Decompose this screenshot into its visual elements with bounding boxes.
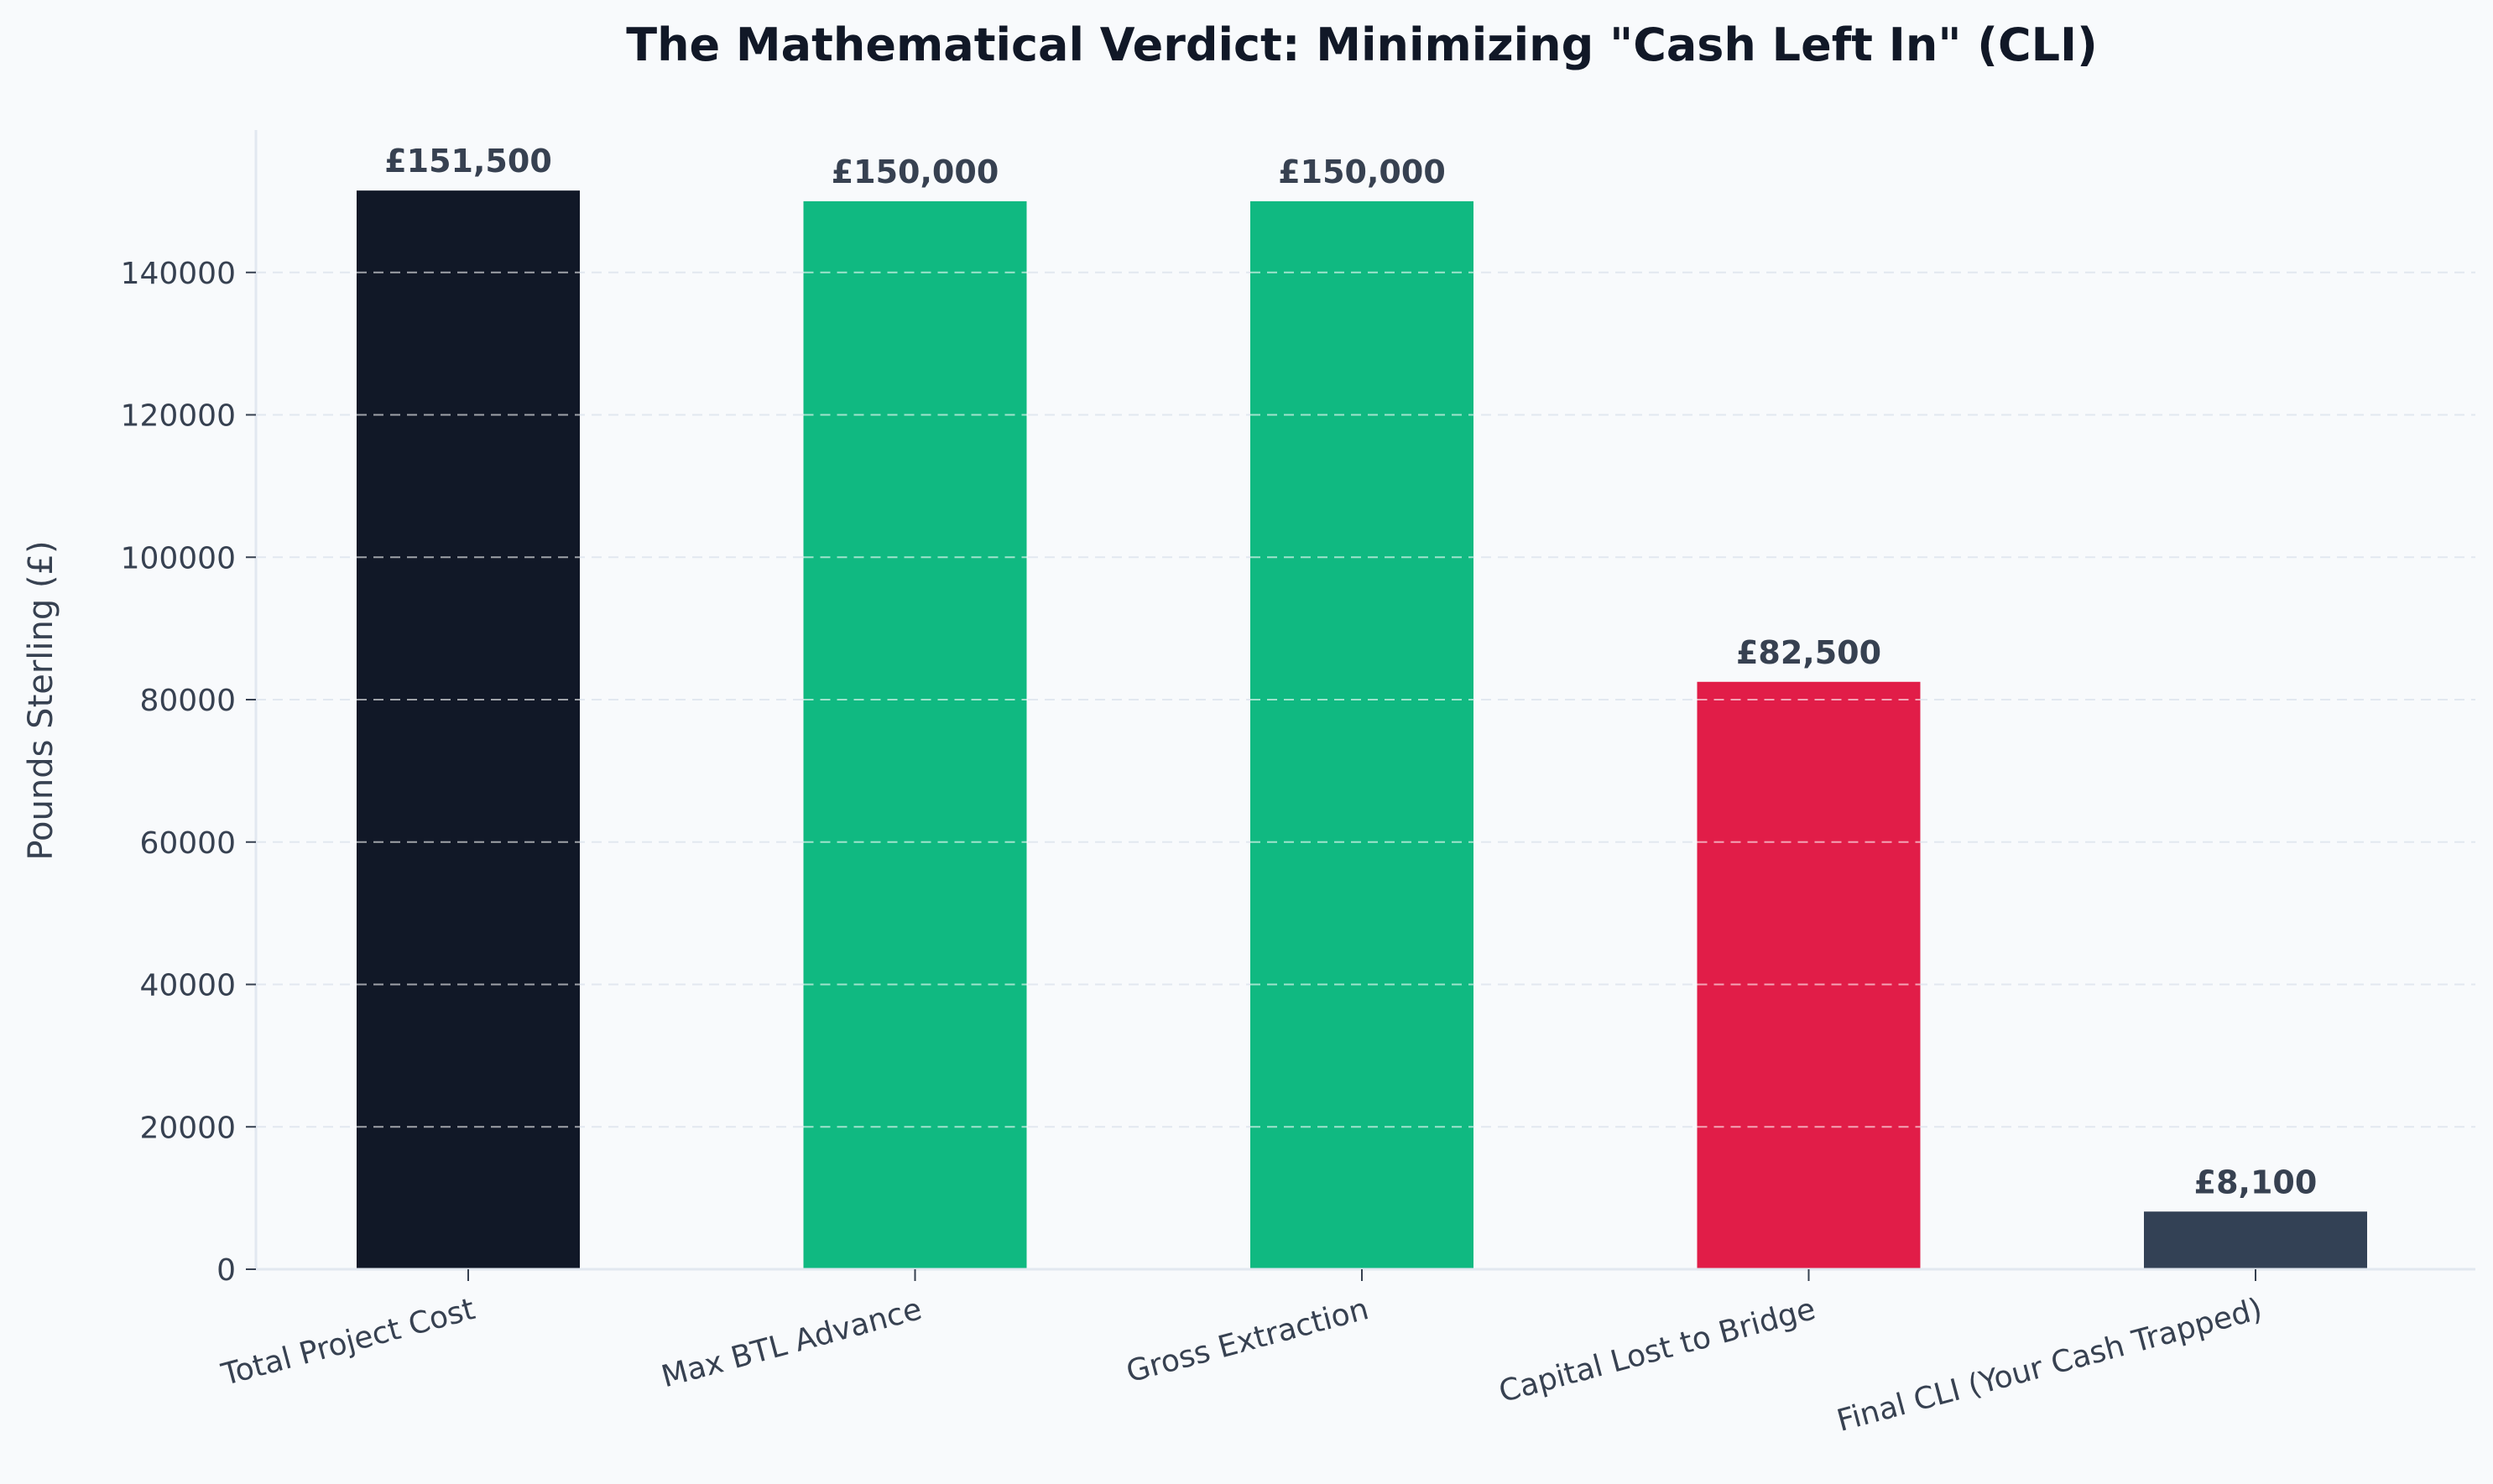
- y-tick-label: 20000: [139, 1111, 236, 1145]
- x-axis-ticks: Total Project Cost Max BTL Advance Gross E…: [217, 1269, 2266, 1439]
- x-tick-label: Max BTL Advance: [658, 1292, 926, 1394]
- y-tick-label: 40000: [139, 969, 236, 1003]
- bar: [1250, 200, 1473, 1269]
- y-tick-label: 60000: [139, 826, 236, 861]
- x-tick-label: Total Project Cost: [217, 1292, 478, 1393]
- x-tick-label: Gross Extraction: [1123, 1292, 1372, 1389]
- bar-value-label: £151,500: [384, 143, 552, 180]
- y-axis-label: Pounds Sterling (£): [22, 540, 60, 860]
- bar-value-label: £150,000: [832, 154, 999, 190]
- y-tick-label: 120000: [121, 399, 236, 434]
- bar: [2144, 1211, 2367, 1269]
- bar: [1697, 681, 1921, 1269]
- bar: [803, 200, 1027, 1269]
- y-tick-label: 100000: [121, 541, 236, 575]
- bar: [357, 190, 580, 1269]
- y-axis-ticks: 0 20000 40000 60000 80000 100000 120000 140000: [121, 257, 256, 1288]
- x-tick-label: Capital Lost to Bridge: [1495, 1292, 1819, 1409]
- y-tick-label: 0: [216, 1253, 236, 1288]
- x-tick-label: Final CLI (Your Cash Trapped): [1833, 1292, 2266, 1439]
- y-tick-label: 140000: [121, 257, 236, 291]
- y-tick-label: 80000: [139, 684, 236, 718]
- bar-value-label: £150,000: [1278, 154, 1446, 190]
- bar-value-label: £82,500: [1736, 634, 1881, 671]
- data-labels: £151,500 £150,000 £150,000 £82,500 £8,100: [384, 143, 2317, 1200]
- bars: [357, 190, 2367, 1269]
- chart-title: The Mathematical Verdict: Minimizing "Ca…: [626, 18, 2098, 71]
- bar-value-label: £8,100: [2194, 1164, 2318, 1200]
